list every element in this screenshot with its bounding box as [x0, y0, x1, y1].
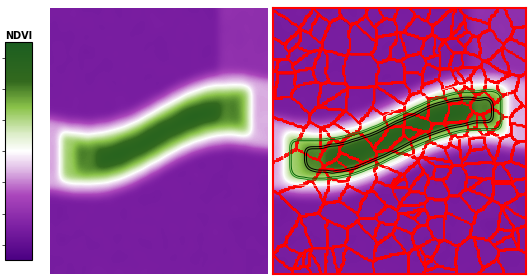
- Title: NDVI: NDVI: [5, 31, 32, 41]
